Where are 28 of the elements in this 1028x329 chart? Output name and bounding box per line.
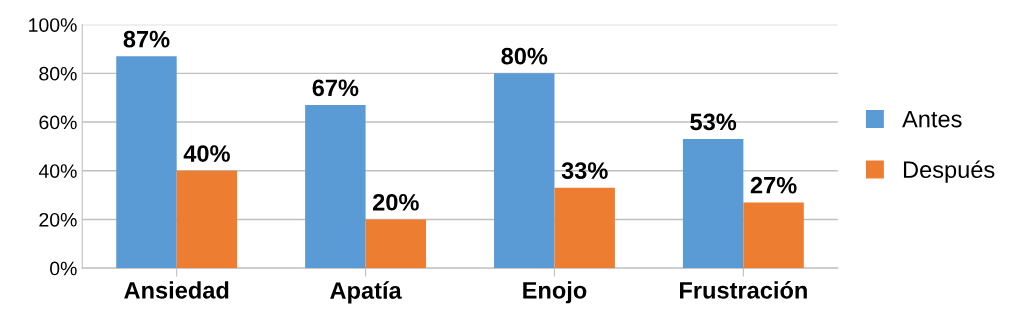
data-label: 67% (312, 79, 359, 97)
data-label: 80% (501, 47, 548, 65)
bar (305, 105, 366, 269)
x-tick-label: Ansiedad (124, 281, 229, 299)
y-tick-label: 40% (38, 164, 77, 178)
bar (554, 187, 615, 269)
data-label: 40% (183, 145, 230, 162)
data-label: 20% (373, 193, 419, 211)
bar (176, 170, 238, 269)
legend-label: Antes (902, 110, 962, 128)
x-tick-label: Apatía (330, 281, 402, 304)
y-tick-label: 80% (39, 66, 77, 81)
bar (494, 73, 555, 269)
bar (682, 139, 744, 269)
y-tick-label: 0% (50, 261, 77, 276)
legend-label: Después (903, 160, 995, 183)
bar (743, 202, 804, 269)
data-label: 87% (123, 30, 170, 48)
data-label: 33% (561, 162, 608, 179)
x-tick-label: Enojo (523, 281, 587, 304)
bar (116, 56, 177, 269)
y-tick-label: 60% (39, 115, 77, 130)
data-label: 53% (690, 113, 737, 131)
y-tick-label: 100% (29, 18, 77, 32)
y-tick-label: 20% (39, 212, 77, 227)
bar (365, 219, 427, 269)
x-tick-label: Frustración (680, 281, 807, 299)
data-label: 27% (750, 176, 797, 194)
